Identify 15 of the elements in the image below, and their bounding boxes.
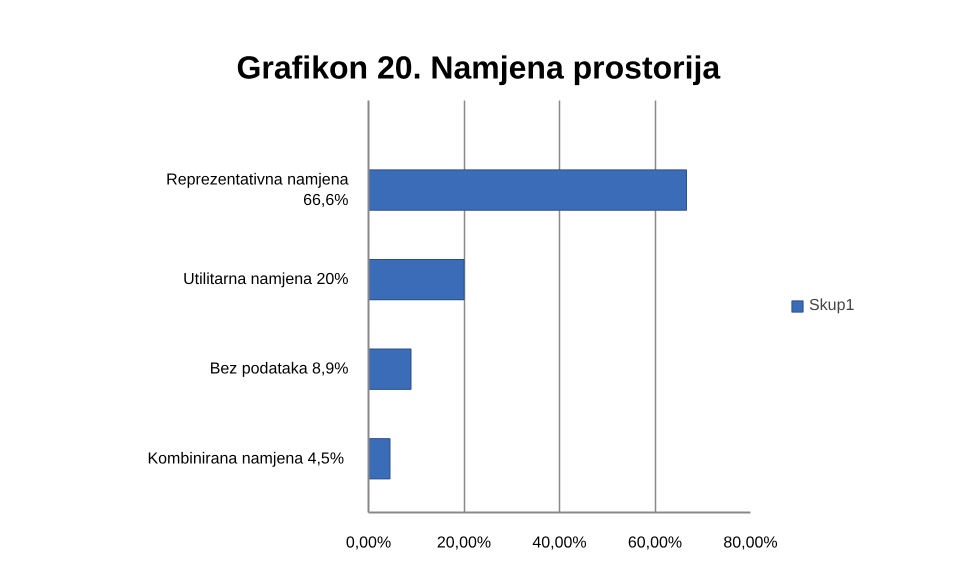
x-tick-label: 0,00% xyxy=(346,534,392,552)
x-tick-label: 80,00% xyxy=(723,534,778,552)
bar xyxy=(368,169,688,211)
y-tick-label: Kombinirana namjena 4,5% xyxy=(147,450,344,468)
bar xyxy=(368,258,464,300)
x-tick-label: 20,00% xyxy=(436,534,492,552)
x-tick-label: 60,00% xyxy=(628,534,682,552)
y-tick-label: Utilitarna namjena 20% xyxy=(183,271,348,288)
x-tick-label: 40,00% xyxy=(532,534,587,552)
bar xyxy=(368,438,390,480)
bar xyxy=(368,348,412,390)
y-tick-label: Reprezentativna namjena 66,6% xyxy=(166,171,349,209)
legend-label: Skup1 xyxy=(809,297,854,315)
chart-title: Grafikon 20. Namjena prostorija xyxy=(236,50,720,86)
y-tick-label: Bez podataka 8,9% xyxy=(210,360,348,378)
